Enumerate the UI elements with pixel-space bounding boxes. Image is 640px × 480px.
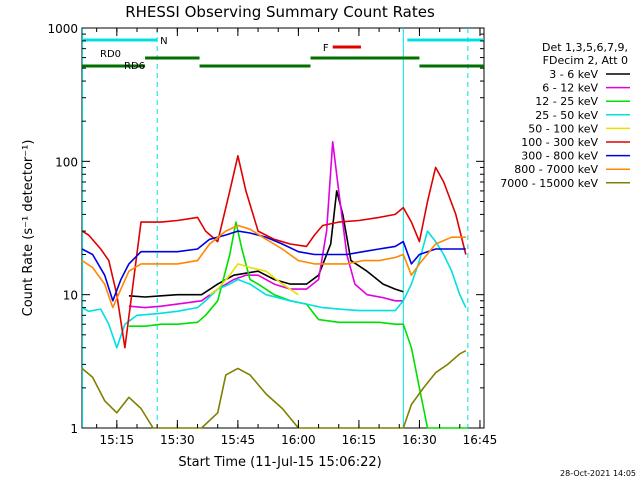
legend-label-1: 6 - 12 keV bbox=[542, 82, 598, 95]
series-line-1 bbox=[128, 141, 404, 309]
y-tick-label-2: 100 bbox=[55, 155, 78, 169]
legend-label-3: 25 - 50 keV bbox=[535, 109, 598, 122]
y-tick-label-0: 1 bbox=[70, 422, 78, 436]
legend-label-7: 800 - 7000 keV bbox=[514, 163, 598, 176]
y-tick-label-3: 1000 bbox=[47, 22, 78, 36]
flag-label-2: RD6 bbox=[124, 61, 145, 72]
x-tick-label-5: 16:30 bbox=[402, 433, 437, 447]
flag-label-1: RD0 bbox=[100, 49, 121, 60]
footer-timestamp: 28-Oct-2021 14:05 bbox=[560, 469, 636, 478]
legend-label-4: 50 - 100 keV bbox=[528, 122, 598, 135]
series-line-7 bbox=[81, 224, 466, 309]
x-axis-label: Start Time (11-Jul-15 15:06:22) bbox=[178, 455, 381, 470]
legend-label-6: 300 - 800 keV bbox=[521, 150, 598, 163]
series-line-3 bbox=[81, 230, 467, 349]
legend-header-1: FDecim 2, Att 0 bbox=[543, 54, 628, 67]
y-axis-label: Count Rate (s⁻¹ detector⁻¹) bbox=[21, 140, 36, 317]
data-series bbox=[81, 141, 468, 429]
plot-frame bbox=[81, 27, 485, 429]
x-tick-label-3: 16:00 bbox=[281, 433, 316, 447]
y-tick-label-1: 10 bbox=[63, 289, 78, 303]
series-line-0 bbox=[128, 190, 404, 298]
x-tick-label-6: 16:45 bbox=[463, 433, 498, 447]
x-tick-label-4: 16:15 bbox=[342, 433, 377, 447]
series-line-4 bbox=[209, 263, 299, 296]
legend-label-5: 100 - 300 keV bbox=[521, 136, 598, 149]
legend-header-0: Det 1,3,5,6,7,9, bbox=[542, 41, 628, 54]
legend-label-2: 12 - 25 keV bbox=[535, 95, 598, 108]
series-line-8 bbox=[81, 349, 467, 429]
chart-title: RHESSI Observing Summary Count Rates bbox=[125, 3, 435, 21]
flag-label-3: F bbox=[323, 43, 329, 54]
axes: 15:15 15:30 15:45 16:00 16:15 16:30 16:45 1 10 10… bbox=[47, 22, 497, 447]
legend-label-8: 7000 - 15000 keV bbox=[500, 177, 598, 190]
series-line-5 bbox=[81, 155, 467, 349]
boundary-lines bbox=[82, 28, 469, 428]
legend-label-0: 3 - 6 keV bbox=[549, 68, 598, 81]
flag-label-0: N bbox=[160, 36, 167, 47]
x-tick-label-0: 15:15 bbox=[100, 433, 135, 447]
series-line-6 bbox=[81, 230, 466, 302]
x-tick-label-2: 15:45 bbox=[221, 433, 256, 447]
legend: Det 1,3,5,6,7,9,FDecim 2, Att 03 - 6 keV… bbox=[500, 41, 630, 190]
x-tick-label-1: 15:30 bbox=[160, 433, 195, 447]
